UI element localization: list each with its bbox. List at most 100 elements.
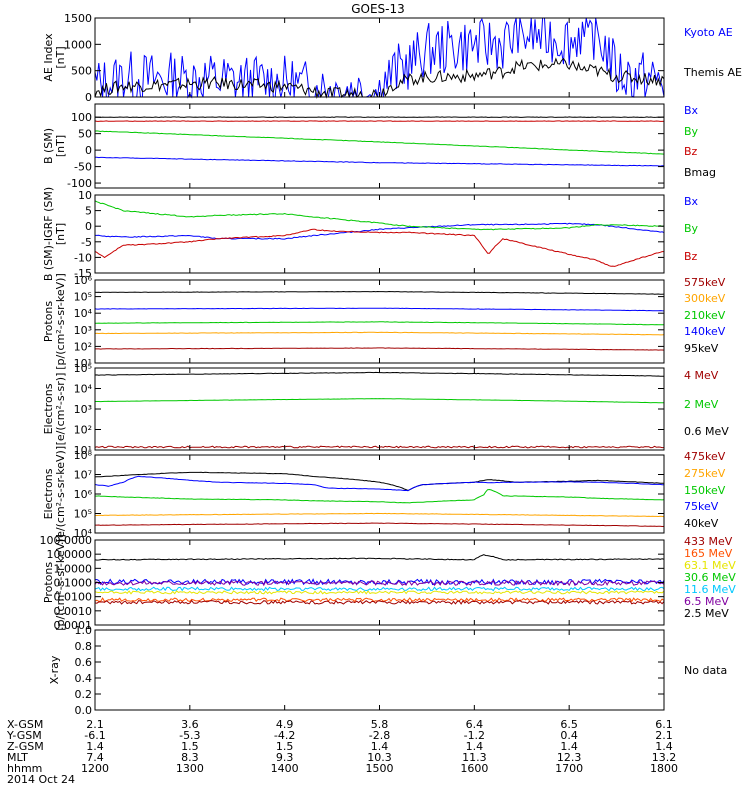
- series-bigrf-Bz: [94, 228, 664, 267]
- series-protons2-433-MeV: [94, 599, 665, 605]
- x-value-1-1: -5.3: [179, 729, 200, 742]
- y-tick-label-ae-3: 1500: [64, 12, 92, 25]
- y-tick-label-protons1-5: 10⁶: [74, 274, 93, 287]
- y-tick-label-ae-0: 0: [85, 91, 92, 104]
- y-tick-label-protons1-0: 10¹: [74, 357, 92, 370]
- y-axis-label-electrons2-1: [e/(cm²-s-sr-keV)]: [54, 446, 67, 542]
- x-value-0-3: 7.4: [86, 751, 104, 764]
- legend-ae-1: Themis AE: [683, 66, 742, 79]
- x-value-1-2: 1.5: [181, 740, 199, 753]
- panel-protons1: 10¹ 10² 10³ 10⁴ 10⁵ 10⁶ Protons [p/(cm²-s-sr-ke…: [42, 273, 726, 370]
- y-tick-label-protons2-6: 100.0000: [40, 534, 93, 547]
- legend-protons1-4: 95keV: [684, 342, 719, 355]
- legend-electrons2-1: 275keV: [684, 467, 726, 480]
- y-axis-label-ae-1: [nT]: [54, 46, 67, 68]
- plot-title: GOES-13: [351, 2, 405, 16]
- legend-electrons1-2: 0.6 MeV: [684, 425, 729, 438]
- legend-protons2-1: 165 MeV: [684, 547, 733, 560]
- series-ae-Kyoto-AE: [94, 17, 665, 99]
- y-tick-label-bsm-3: 50: [78, 128, 92, 141]
- series-bsm-Bx: [95, 156, 665, 167]
- x-value-6-0: 6.1: [655, 718, 673, 731]
- legend-protons2-4: 11.6 MeV: [684, 583, 736, 596]
- x-value-6-3: 13.2: [652, 751, 677, 764]
- y-tick-label-xray-3: 0.6: [75, 656, 93, 669]
- x-row-label-0: X-GSM: [7, 718, 43, 731]
- legend-electrons2-3: 75keV: [684, 500, 719, 513]
- x-row-label-2: Z-GSM: [7, 740, 44, 753]
- y-axis-label-electrons1-1: [e/(cm²-s-sr)]: [54, 373, 67, 446]
- y-tick-label-protons2-2: 0.0100: [54, 591, 93, 604]
- x-value-3-1: -2.8: [369, 729, 390, 742]
- y-tick-label-protons1-3: 10⁴: [74, 307, 93, 320]
- y-tick-label-xray-1: 0.2: [75, 688, 93, 701]
- y-tick-label-electrons2-0: 10⁴: [74, 527, 93, 540]
- panel-electrons2: 10⁴ 10⁵ 10⁶ 10⁷ 10⁸ Electrons [e/(cm²-s-sr-keV…: [42, 446, 726, 542]
- panel-frame-xray: [94, 629, 665, 711]
- y-tick-label-electrons2-1: 10⁵: [74, 508, 92, 521]
- series-protons2-30.6-MeV: [94, 586, 665, 592]
- x-value-2-1: -4.2: [274, 729, 295, 742]
- legend-protons2-6: 2.5 MeV: [684, 607, 729, 620]
- legend-electrons2-4: 40keV: [684, 517, 719, 530]
- legend-bigrf-1: By: [684, 222, 699, 235]
- series-protons1-140keV: [94, 331, 665, 336]
- series-electrons2-40keV: [95, 522, 665, 528]
- legend-bsm-0: Bx: [684, 104, 699, 117]
- x-value-0-2: 1.4: [86, 740, 104, 753]
- y-tick-label-protons2-4: 1.0000: [54, 562, 93, 575]
- x-value-4-1: -1.2: [464, 729, 485, 742]
- no-data-note: No data: [684, 664, 727, 677]
- series-bigrf-Bx: [95, 222, 665, 240]
- y-axis-label-bsm-1: [nT]: [54, 135, 67, 157]
- x-value-6-4: 1800: [650, 762, 678, 775]
- series-protons1-210keV: [95, 321, 665, 326]
- y-axis-label-bsm-0: B (SM): [42, 128, 55, 164]
- y-tick-label-electrons1-4: 10⁵: [74, 362, 92, 375]
- legend-protons1-1: 300keV: [684, 292, 726, 305]
- x-value-2-4: 1400: [271, 762, 299, 775]
- legend-bigrf-0: Bx: [684, 195, 699, 208]
- legend-electrons1-0: 4 MeV: [684, 369, 719, 382]
- y-tick-label-xray-2: 0.4: [75, 672, 93, 685]
- series-protons2-2.5-MeV: [94, 554, 665, 561]
- y-tick-label-electrons1-1: 10²: [74, 424, 92, 437]
- x-value-3-2: 1.4: [371, 740, 389, 753]
- legend-protons2-5: 6.5 MeV: [684, 595, 729, 608]
- y-axis-label-xray-0: X-ray: [48, 655, 61, 684]
- x-value-4-3: 11.3: [462, 751, 487, 764]
- y-tick-label-bigrf-5: 10: [78, 189, 92, 202]
- legend-bsm-3: Bmag: [684, 166, 716, 179]
- y-tick-label-bsm-2: 0: [85, 144, 92, 157]
- x-value-3-0: 5.8: [371, 718, 389, 731]
- y-tick-label-protons2-1: 0.0010: [54, 605, 93, 618]
- series-protons2-63.1-MeV: [94, 590, 665, 595]
- legend-electrons1-1: 2 MeV: [684, 398, 719, 411]
- panel-xray: 0.0 0.2 0.4 0.6 0.8 1.0 X-ray No data: [48, 624, 727, 717]
- legend-protons1-2: 210keV: [684, 309, 726, 322]
- y-axis-label-bigrf-1: [nT]: [54, 223, 67, 245]
- x-value-5-0: 6.5: [560, 718, 578, 731]
- legend-electrons2-0: 475keV: [684, 450, 726, 463]
- y-tick-label-xray-4: 0.8: [75, 640, 93, 653]
- y-tick-label-protons1-1: 10²: [74, 340, 92, 353]
- x-row-label-4: hhmm: [7, 762, 42, 775]
- legend-protons2-0: 433 MeV: [684, 535, 733, 548]
- panel-frame-bigrf: [94, 194, 665, 274]
- y-axis-label-protons1-0: Protons: [42, 301, 55, 342]
- y-axis-label-bigrf-0: B (SM)-IGRF (SM): [42, 187, 55, 281]
- x-value-2-3: 9.3: [276, 751, 294, 764]
- panel-electrons1: 10¹ 10² 10³ 10⁴ 10⁵ Electrons [e/(cm²-s-sr)] 4 …: [42, 362, 729, 457]
- x-value-4-0: 6.4: [466, 718, 484, 731]
- series-electrons2-275keV: [94, 475, 664, 492]
- series-bsm-Bmag: [94, 116, 664, 118]
- series-electrons2-75keV: [94, 512, 665, 518]
- x-value-0-1: -6.1: [84, 729, 105, 742]
- x-value-3-3: 10.3: [367, 751, 392, 764]
- y-tick-label-electrons1-2: 10³: [74, 403, 92, 416]
- x-value-5-1: 0.4: [560, 729, 578, 742]
- x-row-label-3: MLT: [7, 751, 28, 764]
- y-tick-label-electrons2-3: 10⁷: [74, 469, 92, 482]
- y-tick-label-electrons2-2: 10⁶: [74, 488, 93, 501]
- panel-bsm: -100 -50 0 50 100 B (SM) [nT] Bx By Bz Bmag: [42, 103, 716, 190]
